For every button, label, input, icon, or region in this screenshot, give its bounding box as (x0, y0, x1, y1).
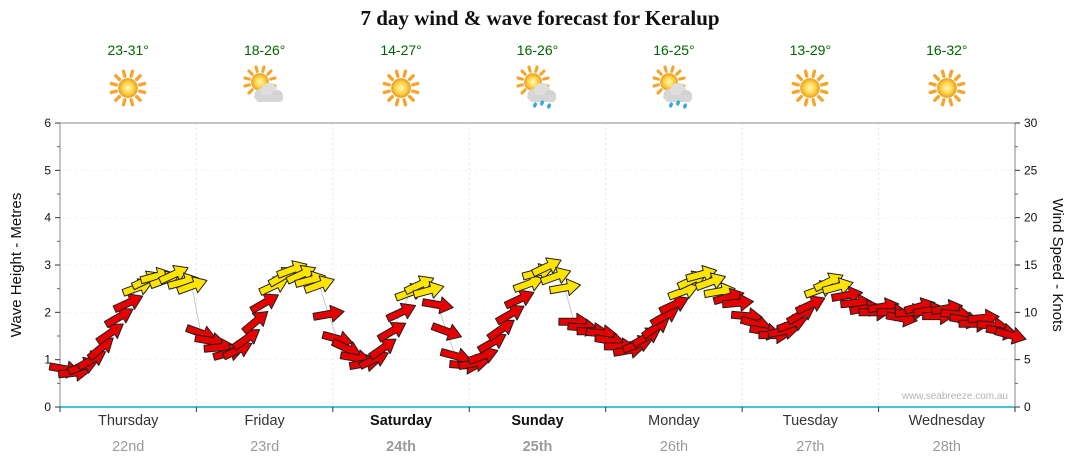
raindrop-icon (546, 103, 551, 109)
wind-arrow (721, 293, 755, 312)
left-axis-title: Wave Height - Metres (8, 192, 25, 338)
right-tick-label: 10 (1024, 305, 1038, 319)
right-tick-label: 30 (1024, 116, 1038, 130)
day-name: Thursday (97, 413, 159, 429)
day-name: Wednesday (908, 413, 985, 429)
weather-icon-showers (515, 65, 556, 109)
cloud-icon (254, 83, 283, 102)
wind-arrow (176, 276, 208, 295)
day-name: Monday (648, 413, 700, 429)
left-tick-label: 3 (44, 258, 51, 272)
chart-title: 7 day wind & wave forecast for Keralup (360, 6, 720, 30)
day-date: 25th (522, 439, 553, 455)
raindrop-icon (532, 102, 537, 108)
wind-arrow (830, 285, 864, 304)
right-tick-label: 25 (1024, 163, 1038, 177)
wind-arrow (503, 289, 535, 310)
right-axis-title: Wind Speed - Knots (1049, 198, 1066, 332)
wind-arrow (103, 307, 134, 329)
watermark: www.seabreeze.com.au (901, 391, 1008, 402)
weather-icon-showers (652, 65, 692, 109)
sun-icon (109, 69, 147, 107)
wind-arrow (241, 311, 269, 335)
sun-icon (928, 69, 966, 107)
wind-arrow (539, 266, 572, 286)
day-date: 22nd (112, 439, 145, 455)
wind-arrow (368, 338, 397, 361)
wind-arrow (531, 257, 562, 277)
left-tick-label: 5 (44, 163, 51, 177)
day-temp-range: 14-27° (380, 42, 422, 58)
day-temp-range: 16-32° (926, 42, 968, 58)
wind-arrow (376, 321, 407, 343)
wind-arrow (249, 293, 279, 314)
day-temp-range: 13-29° (789, 42, 832, 58)
wind-arrow (821, 277, 854, 295)
raindrop-icon (669, 102, 673, 108)
raindrop-icon (676, 100, 680, 106)
left-tick-label: 6 (44, 116, 51, 130)
weather-icon-sunny (791, 69, 829, 107)
weather-icon-sunny (928, 69, 966, 107)
wind-arrow (385, 302, 417, 323)
wind-arrow (312, 304, 345, 323)
weather-icon-sunny (109, 69, 147, 107)
day-name: Saturday (370, 413, 433, 429)
weather-icon-sunny (382, 69, 420, 107)
day-name: Sunday (511, 413, 564, 429)
raindrop-icon (683, 103, 687, 109)
wind-arrow (112, 293, 144, 313)
day-name: Friday (244, 413, 285, 429)
sun-icon (382, 69, 420, 107)
left-tick-label: 0 (44, 400, 51, 414)
day-temp-range: 23-31° (107, 42, 149, 58)
wind-arrow (494, 304, 525, 326)
day-date: 28th (932, 439, 961, 455)
left-tick-label: 2 (44, 305, 51, 319)
left-tick-label: 4 (44, 211, 51, 225)
day-date: 26th (659, 439, 689, 455)
wind-arrow (303, 275, 335, 294)
day-temp-range: 16-26° (516, 42, 559, 58)
day-date: 24th (386, 439, 416, 455)
raindrop-icon (539, 100, 544, 106)
right-tick-label: 0 (1024, 400, 1031, 414)
wind-arrow (95, 323, 124, 346)
right-tick-label: 20 (1024, 211, 1038, 225)
wind-arrow (412, 281, 445, 299)
wind-arrow (421, 296, 454, 315)
day-name: Tuesday (782, 413, 838, 429)
right-tick-label: 15 (1024, 258, 1038, 272)
cloud-icon (663, 83, 692, 102)
wind-arrow (794, 295, 826, 315)
cloud-icon (527, 83, 556, 102)
left-tick-label: 1 (44, 353, 51, 367)
right-tick-label: 5 (1024, 353, 1031, 367)
wind-arrow (548, 278, 582, 297)
day-date: 23rd (250, 439, 280, 455)
wind-arrow (658, 295, 689, 315)
day-date: 27th (796, 439, 825, 455)
day-temp-range: 18-26° (243, 42, 286, 58)
wind-arrow (486, 319, 515, 342)
wind-arrow (430, 322, 463, 341)
sun-icon (791, 69, 829, 107)
weather-icon-partly (243, 65, 283, 102)
wind-arrow (994, 327, 1027, 345)
day-temp-range: 16-25° (653, 42, 695, 58)
